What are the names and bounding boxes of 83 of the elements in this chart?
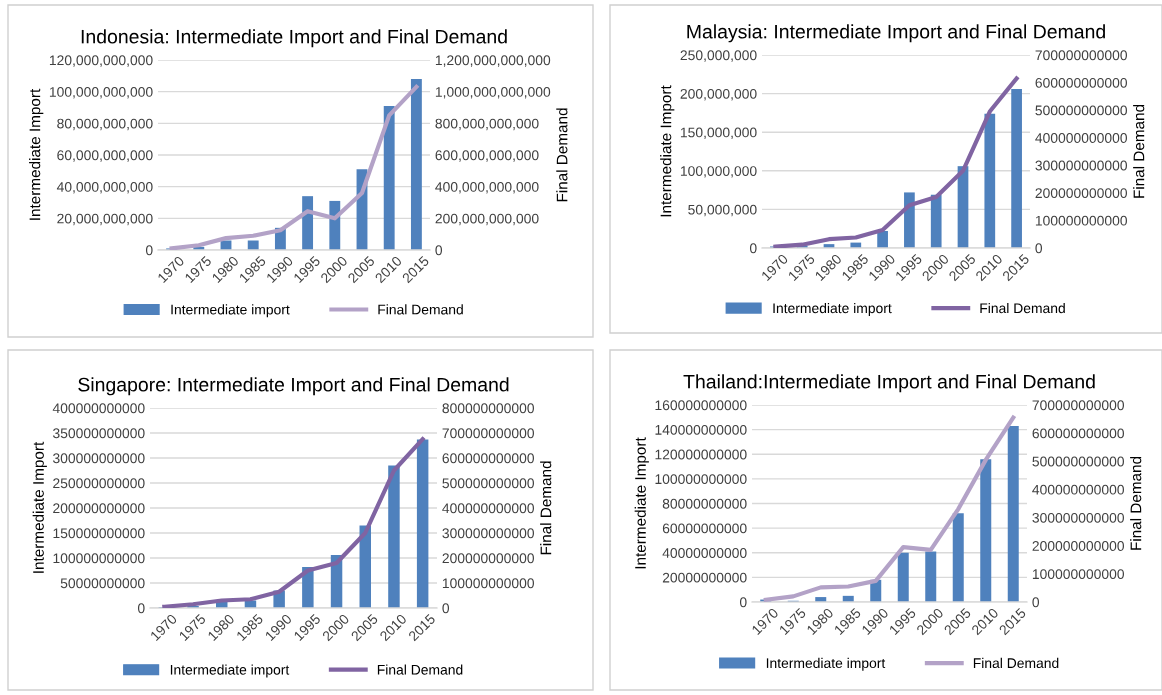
y-axis-title: Intermediate Import: [660, 85, 675, 217]
y2-axis-title: Final Demand: [1133, 104, 1145, 198]
chart-title: Thailand:Intermediate Import and Final Demand: [683, 374, 1095, 393]
y-tick-label: 20000000000: [662, 572, 747, 583]
y2-tick-label: 500000000000: [1035, 105, 1128, 116]
y2-tick-label: 200,000,000,000: [435, 213, 539, 226]
y-tick-label: 100,000,000: [680, 166, 757, 178]
y2-tick-label: 700000000000: [442, 428, 535, 439]
y2-tick-label: 0: [442, 603, 450, 614]
y-tick-label: 0: [137, 603, 145, 614]
y-tick-label: 100000000000: [53, 553, 145, 564]
y-tick-label: 200000000000: [53, 503, 145, 514]
y-tick-label: 50,000,000: [688, 204, 757, 217]
y-tick-label: 40000000000: [662, 548, 747, 558]
y2-tick-label: 300000000000: [442, 528, 535, 539]
y-axis-title: Intermediate Import: [29, 88, 44, 220]
y-tick-label: 120000000000: [655, 449, 747, 460]
y-tick-label: 100,000,000,000: [49, 87, 153, 99]
y2-tick-label: 0: [435, 245, 443, 256]
y-axis-title: Intermediate Import: [634, 437, 649, 569]
legend-label: Final Demand: [377, 664, 463, 675]
y-tick-label: 100000000000: [655, 474, 747, 485]
y-tick-label: 350000000000: [52, 428, 145, 439]
legend-label: Intermediate import: [170, 664, 290, 678]
y-tick-label: 0: [749, 243, 757, 254]
y2-tick-label: 0: [1032, 597, 1040, 608]
y-tick-label: 120,000,000,000: [49, 55, 153, 67]
y2-tick-label: 600,000,000,000: [435, 150, 539, 162]
y2-tick-label: 400000000000: [442, 503, 535, 514]
y2-tick-label: 800000000000: [442, 403, 535, 414]
y2-tick-label: 100000000000: [1035, 215, 1128, 226]
y-tick-label: 20,000,000,000: [57, 213, 153, 226]
y-tick-label: 0: [739, 597, 747, 608]
y-axis-title: Intermediate Import: [32, 441, 47, 573]
y2-tick-label: 700000000000: [1032, 400, 1125, 411]
y2-axis-title: Final Demand: [540, 461, 552, 555]
y2-tick-label: 300000000000: [1035, 160, 1128, 171]
legend-label: Final Demand: [980, 302, 1065, 314]
legend-label: Intermediate import: [766, 657, 886, 671]
chart-title: Indonesia: Intermediate Import and Final Demand: [81, 29, 507, 48]
y2-tick-label: 200000000000: [442, 553, 535, 564]
y-tick-label: 250,000,000: [680, 50, 757, 62]
y-tick-label: 150,000,000: [680, 127, 757, 140]
y-tick-label: 50000000000: [60, 578, 145, 589]
y2-tick-label: 500000000000: [442, 478, 535, 489]
y-tick-label: 140000000000: [655, 424, 747, 435]
y2-tick-label: 600000000000: [442, 453, 535, 464]
legend-label: Final Demand: [973, 657, 1059, 669]
chart-title: Singapore: Intermediate Import and Final Demand: [78, 377, 509, 396]
y2-tick-label: 0: [1035, 243, 1043, 254]
y2-tick-label: 1,000,000,000,000: [435, 87, 551, 99]
y2-tick-label: 600000000000: [1032, 428, 1125, 439]
y2-tick-label: 700000000000: [1035, 50, 1128, 61]
legend-label: Intermediate import: [773, 302, 892, 316]
legend-label: Final Demand: [378, 304, 463, 315]
y2-axis-title: Final Demand: [556, 108, 568, 202]
y2-tick-label: 400000000000: [1032, 484, 1125, 495]
y2-tick-label: 400000000000: [1035, 133, 1128, 143]
y-tick-label: 80,000,000,000: [57, 118, 153, 131]
y2-tick-label: 800,000,000,000: [435, 118, 539, 131]
chart-title: Malaysia: Intermediate Import and Final Demand: [687, 24, 1105, 43]
y-tick-label: 160000000000: [655, 400, 747, 411]
y-tick-label: 400000000000: [52, 403, 145, 414]
y2-tick-label: 300000000000: [1032, 512, 1125, 523]
y-tick-label: 60000000000: [662, 523, 747, 534]
y2-tick-label: 600000000000: [1035, 77, 1128, 88]
y-tick-label: 40,000,000,000: [56, 182, 153, 194]
y2-tick-label: 500000000000: [1032, 456, 1125, 467]
y2-tick-label: 100000000000: [442, 578, 535, 589]
y2-tick-label: 1,200,000,000,000: [435, 55, 551, 67]
y2-tick-label: 400,000,000,000: [435, 182, 539, 194]
y-tick-label: 60,000,000,000: [57, 150, 153, 162]
legend-label: Intermediate import: [171, 304, 290, 318]
y2-axis-title: Final Demand: [1130, 456, 1142, 550]
y-tick-label: 0: [145, 245, 153, 256]
y2-tick-label: 200000000000: [1032, 541, 1125, 551]
y-tick-label: 300000000000: [52, 453, 145, 464]
y-tick-label: 250000000000: [53, 478, 145, 489]
y2-tick-label: 200000000000: [1035, 188, 1128, 199]
y-tick-label: 150000000000: [53, 528, 145, 539]
y-tick-label: 80000000000: [662, 498, 747, 509]
y-tick-label: 200,000,000: [680, 88, 757, 101]
y2-tick-label: 100000000000: [1032, 569, 1125, 580]
